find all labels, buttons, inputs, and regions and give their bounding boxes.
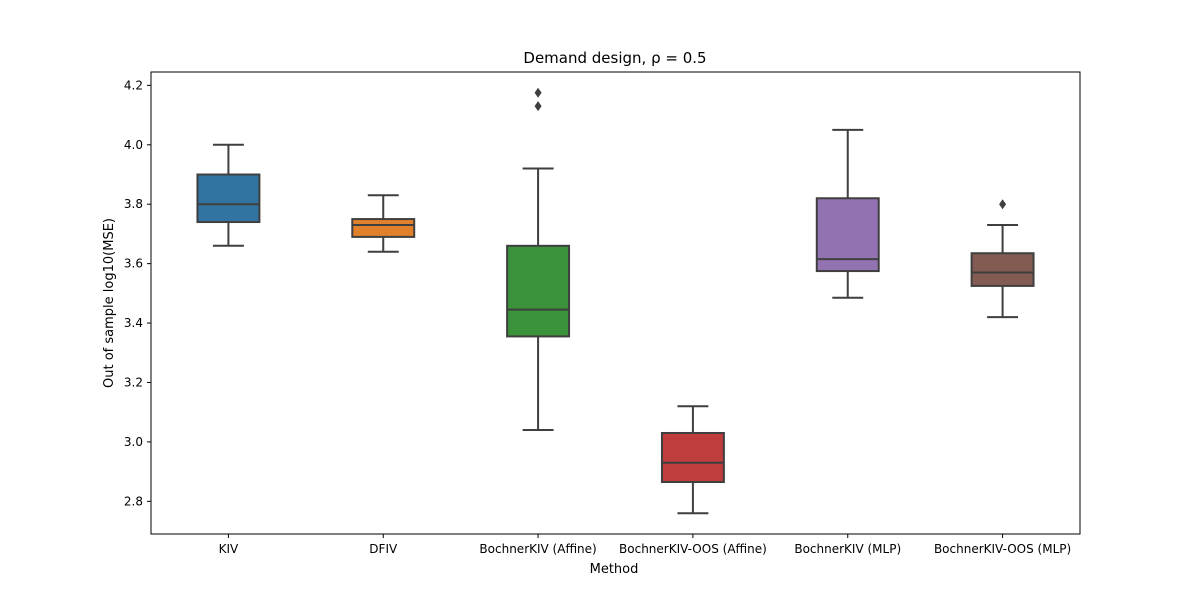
x-tick-label: BochnerKIV-OOS (MLP) bbox=[934, 542, 1071, 556]
chart-title: Demand design, ρ = 0.5 bbox=[523, 49, 706, 67]
box-group bbox=[815, 128, 880, 299]
outlier-point bbox=[999, 199, 1007, 210]
y-tick-label: 4.2 bbox=[124, 78, 143, 92]
x-axis-label: Method bbox=[590, 562, 639, 577]
x-tick-label: BochnerKIV (MLP) bbox=[794, 542, 901, 556]
x-tick-label: DFIV bbox=[369, 542, 398, 556]
y-tick-label: 3.4 bbox=[124, 316, 143, 330]
box-group bbox=[660, 405, 725, 515]
box-group bbox=[351, 194, 416, 253]
outlier-point bbox=[534, 101, 542, 112]
box-group bbox=[970, 199, 1035, 319]
box-iqr bbox=[506, 244, 571, 338]
box-iqr bbox=[351, 218, 416, 238]
y-tick-label: 3.8 bbox=[124, 197, 143, 211]
box-iqr bbox=[970, 252, 1035, 287]
plot-area: 2.8 3.0 3.2 3.4 3.6 3.8 4.0 4.2 KIV DFIV BochnerKI… bbox=[124, 71, 1081, 556]
y-tick-label: 2.8 bbox=[124, 494, 143, 508]
y-tick-label: 3.2 bbox=[124, 375, 143, 389]
x-tick-label: BochnerKIV (Affine) bbox=[479, 542, 596, 556]
y-tick-label: 4.0 bbox=[124, 138, 143, 152]
x-tick-label: KIV bbox=[219, 542, 239, 556]
box-iqr bbox=[196, 173, 261, 224]
box-group bbox=[506, 87, 571, 432]
plot-frame bbox=[150, 71, 1081, 535]
box-iqr bbox=[660, 431, 725, 484]
x-tick-label: BochnerKIV-OOS (Affine) bbox=[619, 542, 767, 556]
y-tick-label: 3.6 bbox=[124, 257, 143, 271]
y-axis-label: Out of sample log10(MSE) bbox=[102, 218, 117, 388]
box-group bbox=[196, 143, 261, 247]
y-tick-label: 3.0 bbox=[124, 435, 143, 449]
outlier-point bbox=[534, 87, 542, 98]
